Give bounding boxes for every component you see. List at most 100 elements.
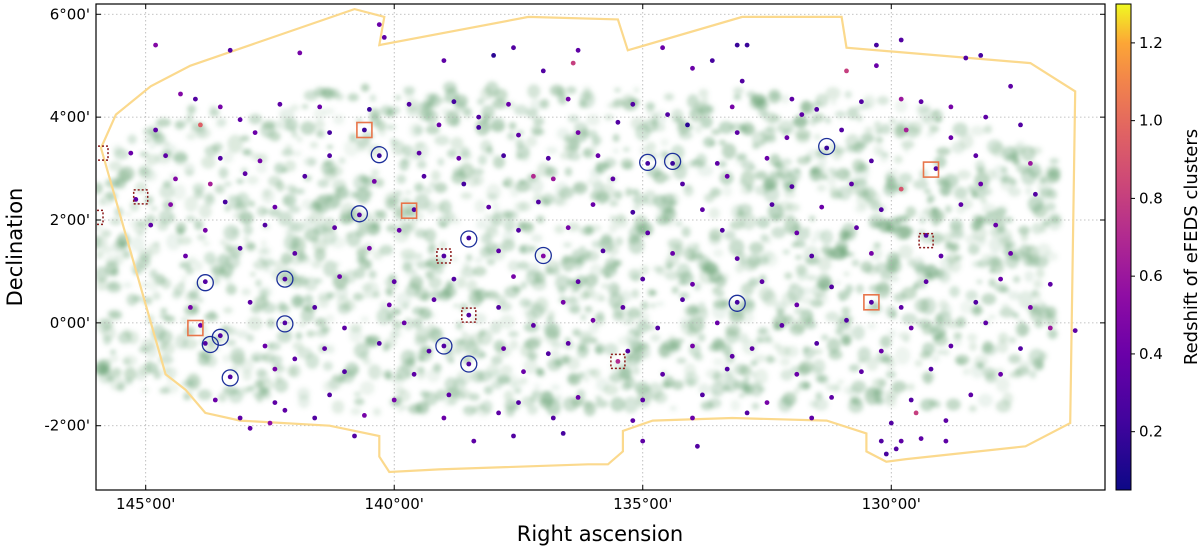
density-blob — [410, 269, 417, 275]
density-blob — [695, 253, 705, 260]
density-blob — [967, 243, 980, 255]
cluster-point — [322, 346, 327, 351]
density-blob — [314, 86, 327, 97]
cluster-point — [859, 99, 864, 105]
density-blob — [1001, 166, 1008, 174]
density-blob — [412, 317, 423, 329]
density-blob — [306, 330, 316, 338]
cluster-point — [237, 245, 243, 251]
density-blob — [779, 357, 791, 367]
density-blob — [740, 184, 753, 195]
density-blob — [321, 159, 338, 175]
density-blob — [640, 301, 649, 311]
density-blob — [614, 236, 624, 247]
density-blob — [873, 220, 880, 229]
cluster-point — [1018, 346, 1023, 351]
density-blob — [108, 354, 119, 363]
density-blob — [675, 220, 683, 227]
density-blob — [700, 401, 714, 411]
colorbar-tick-label: 0.2 — [1139, 423, 1163, 441]
density-blob — [564, 167, 573, 177]
density-blob — [455, 321, 463, 330]
cluster-point — [496, 305, 501, 310]
cluster-point — [660, 45, 665, 51]
density-blob — [821, 334, 829, 341]
density-blob — [671, 286, 679, 294]
cluster-point — [376, 22, 382, 27]
cluster-point — [411, 371, 417, 377]
cluster-point — [411, 207, 417, 213]
density-blob — [1002, 392, 1014, 406]
density-blob — [1044, 313, 1058, 328]
density-blob — [795, 255, 802, 260]
density-blob — [514, 201, 528, 212]
density-blob — [168, 215, 177, 224]
circle-marker — [350, 205, 369, 223]
density-blob — [371, 169, 380, 178]
cluster-point — [466, 361, 472, 367]
density-blob — [536, 368, 545, 376]
density-blob — [856, 114, 863, 122]
density-blob — [604, 343, 619, 356]
y-tick-label: 0°00' — [50, 314, 90, 332]
cluster-point — [829, 284, 834, 290]
cluster-point — [545, 351, 551, 357]
density-blob — [1027, 162, 1042, 178]
density-blob — [223, 307, 233, 314]
density-blob — [392, 320, 403, 330]
density-blob — [314, 317, 327, 327]
density-blob — [998, 214, 1005, 220]
density-blob — [936, 349, 945, 355]
density-blob — [159, 387, 170, 394]
cluster-point — [690, 343, 695, 349]
density-blob — [886, 251, 900, 267]
density-blob — [650, 333, 661, 343]
density-blob — [298, 188, 306, 195]
density-blob — [362, 294, 369, 299]
density-blob — [253, 260, 269, 270]
density-blob — [610, 200, 619, 207]
density-blob — [825, 311, 840, 322]
density-blob — [679, 292, 690, 300]
density-blob — [175, 334, 188, 350]
density-blob — [303, 294, 314, 304]
cluster-point — [655, 325, 661, 331]
cluster-point — [973, 299, 979, 305]
density-blob — [628, 268, 642, 281]
cluster-point — [352, 433, 357, 439]
density-blob — [509, 339, 519, 350]
density-blob — [671, 380, 684, 390]
density-blob — [208, 310, 217, 319]
density-blob — [856, 192, 872, 208]
dotted-square-marker — [96, 209, 104, 226]
density-blob — [877, 95, 889, 106]
density-blob — [118, 166, 135, 182]
density-blob — [474, 256, 484, 264]
density-blob — [359, 351, 369, 362]
density-blob — [728, 238, 745, 256]
density-blob — [819, 277, 833, 290]
density-blob — [952, 122, 968, 137]
density-blob — [159, 313, 170, 320]
cluster-point — [958, 202, 964, 208]
density-blob — [530, 178, 544, 195]
density-blob — [838, 297, 846, 302]
density-blob — [408, 404, 423, 414]
cluster-point — [471, 438, 477, 444]
cluster-point — [938, 253, 944, 259]
density-blob — [290, 104, 300, 111]
density-blob — [101, 245, 112, 254]
density-blob — [612, 133, 620, 143]
cluster-point — [829, 395, 834, 400]
density-blob — [192, 183, 205, 193]
cluster-point — [1033, 191, 1038, 197]
density-blob — [893, 155, 903, 164]
density-blob — [623, 396, 639, 414]
density-blob — [999, 307, 1015, 318]
density-blob — [153, 370, 162, 380]
cluster-point — [511, 433, 516, 439]
density-blob — [873, 121, 882, 129]
density-blob — [440, 260, 447, 268]
density-blob — [349, 323, 362, 333]
density-blob — [527, 335, 544, 346]
